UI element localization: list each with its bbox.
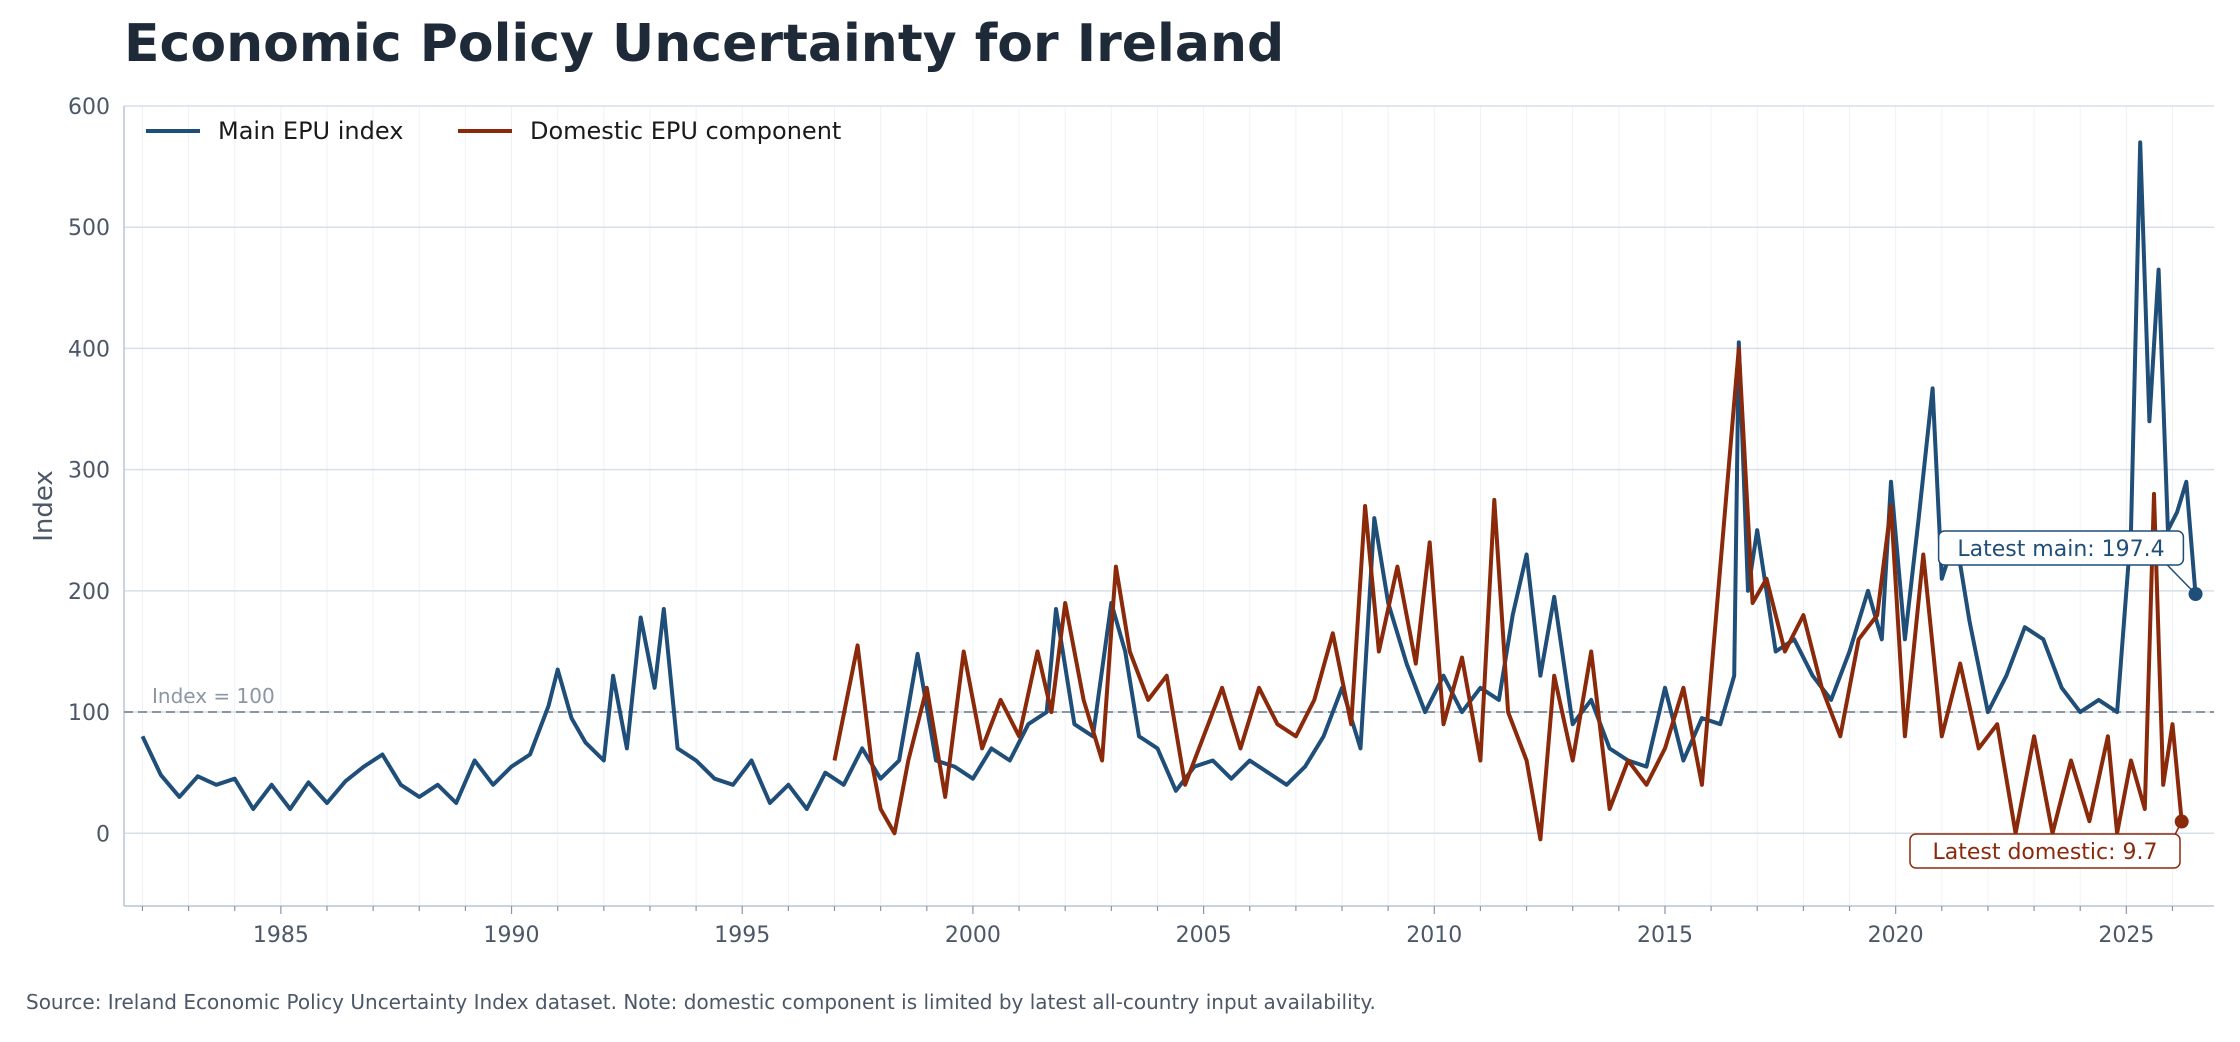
y-tick-label: 300	[68, 459, 110, 484]
y-tick-label: 500	[68, 216, 110, 241]
series-main-epu-line	[140, 140, 2198, 811]
annotation-latest-domestic-box	[1909, 833, 2181, 869]
chart-title: Economic Policy Uncertainty for Ireland	[124, 14, 1285, 74]
reference-line-label: Index = 100	[152, 684, 275, 708]
legend-label: Main EPU index	[218, 117, 403, 145]
x-tick-label: 2010	[1406, 923, 1462, 948]
legend-label: Domestic EPU component	[530, 117, 841, 145]
y-tick-label: 400	[68, 337, 110, 362]
x-tick-label: 2005	[1176, 923, 1232, 948]
annotation-latest-domestic-marker	[2174, 814, 2189, 829]
source-note: Source: Ireland Economic Policy Uncertai…	[26, 990, 1376, 1014]
annotation-latest-main-box	[1937, 530, 2185, 566]
x-tick-label: 1985	[253, 923, 309, 948]
annotation-latest-main-label: Latest main: 197.4	[1957, 537, 2164, 562]
annotation-latest-main-leader	[2162, 560, 2197, 595]
y-axis-label: Index	[29, 470, 59, 542]
y-tick-label: 200	[68, 580, 110, 605]
annotation-latest-main-marker	[2188, 587, 2203, 601]
x-tick-label: 1990	[484, 923, 540, 948]
y-tick-label: 0	[96, 822, 110, 847]
annotation-latest-domestic-label: Latest domestic: 9.7	[1932, 840, 2157, 865]
series-domestic-epu-line	[832, 346, 2184, 842]
x-tick-label: 1995	[714, 923, 770, 948]
x-tick-label: 2020	[1868, 923, 1924, 948]
y-tick-label: 100	[68, 701, 110, 726]
x-tick-label: 2000	[945, 923, 1001, 948]
x-tick-label: 2025	[2098, 923, 2154, 948]
x-tick-label: 2015	[1637, 923, 1693, 948]
y-tick-label: 600	[68, 95, 110, 120]
